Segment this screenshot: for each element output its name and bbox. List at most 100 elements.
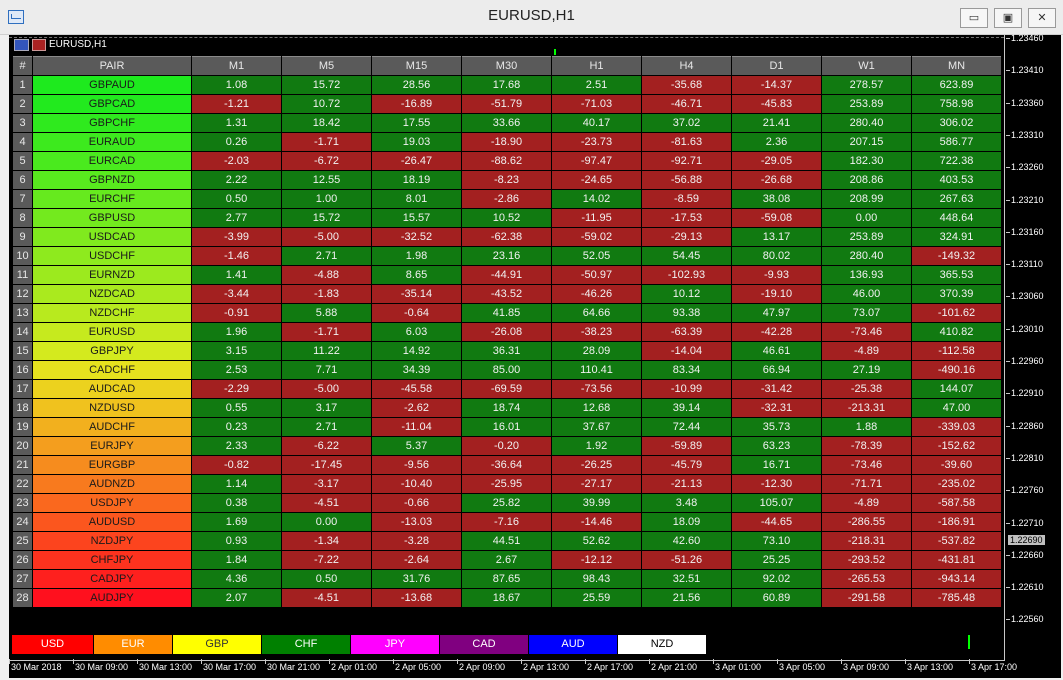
value-cell: -50.97 bbox=[552, 266, 641, 284]
value-cell: 1.08 bbox=[192, 76, 281, 94]
col-header-h1: H1 bbox=[552, 56, 641, 75]
row-index: 7 bbox=[13, 190, 32, 208]
col-header-index: # bbox=[13, 56, 32, 75]
value-cell: 8.01 bbox=[372, 190, 461, 208]
time-tick-label: 30 Mar 17:00 bbox=[200, 659, 257, 672]
value-cell: -35.14 bbox=[372, 285, 461, 303]
value-cell: -46.26 bbox=[552, 285, 641, 303]
value-cell: 17.68 bbox=[462, 76, 551, 94]
time-tick-label: 30 Mar 2018 bbox=[9, 659, 62, 672]
value-cell: 136.93 bbox=[822, 266, 911, 284]
value-cell: 2.33 bbox=[192, 437, 281, 455]
value-cell: -73.56 bbox=[552, 380, 641, 398]
chart-area[interactable]: EURUSD,H1 # PAIR M1 M5 M15 M30 H1 H4 D1 W1 MN 1 GBP… bbox=[9, 33, 1061, 678]
pair-cell: CADCHF bbox=[33, 361, 191, 379]
value-cell: 623.89 bbox=[912, 76, 1001, 94]
minimize-button[interactable]: ▭ bbox=[960, 8, 988, 28]
value-cell: 14.92 bbox=[372, 342, 461, 360]
window-titlebar: EURUSD,H1 ▭ ▣ ✕ bbox=[0, 0, 1063, 35]
value-cell: 23.16 bbox=[462, 247, 551, 265]
value-cell: 0.50 bbox=[192, 190, 281, 208]
row-index: 23 bbox=[13, 494, 32, 512]
value-cell: -51.26 bbox=[642, 551, 731, 569]
value-cell: -38.23 bbox=[552, 323, 641, 341]
value-cell: 0.38 bbox=[192, 494, 281, 512]
pair-cell: GBPJPY bbox=[33, 342, 191, 360]
value-cell: 64.66 bbox=[552, 304, 641, 322]
pair-cell: USDCAD bbox=[33, 228, 191, 246]
value-cell: -1.34 bbox=[282, 532, 371, 550]
price-tick-label: 1.23060 bbox=[1006, 291, 1044, 302]
price-tick-label: 1.23210 bbox=[1006, 194, 1044, 205]
value-cell: 253.89 bbox=[822, 228, 911, 246]
value-cell: -71.71 bbox=[822, 475, 911, 493]
close-button[interactable]: ✕ bbox=[1028, 8, 1056, 28]
row-index: 20 bbox=[13, 437, 32, 455]
value-cell: 34.39 bbox=[372, 361, 461, 379]
row-index: 21 bbox=[13, 456, 32, 474]
value-cell: -102.93 bbox=[642, 266, 731, 284]
value-cell: -4.88 bbox=[282, 266, 371, 284]
pair-cell: AUDCHF bbox=[33, 418, 191, 436]
value-cell: 1.31 bbox=[192, 114, 281, 132]
value-cell: -235.02 bbox=[912, 475, 1001, 493]
value-cell: -45.58 bbox=[372, 380, 461, 398]
value-cell: -1.46 bbox=[192, 247, 281, 265]
table-row: 27 CADJPY 4.36 0.50 31.76 87.65 98.43 32.51 92.0… bbox=[13, 570, 1001, 588]
value-cell: 1.92 bbox=[552, 437, 641, 455]
value-cell: 18.74 bbox=[462, 399, 551, 417]
value-cell: 83.34 bbox=[642, 361, 731, 379]
value-cell: -71.03 bbox=[552, 95, 641, 113]
time-tick-label: 3 Apr 05:00 bbox=[776, 659, 826, 672]
value-cell: -31.42 bbox=[732, 380, 821, 398]
value-cell: -10.99 bbox=[642, 380, 731, 398]
price-tick-label: 1.23260 bbox=[1006, 162, 1044, 173]
value-cell: -7.22 bbox=[282, 551, 371, 569]
table-header-row: # PAIR M1 M5 M15 M30 H1 H4 D1 W1 MN bbox=[13, 56, 1001, 75]
value-cell: -2.29 bbox=[192, 380, 281, 398]
table-row: 15 GBPJPY 3.15 11.22 14.92 36.31 28.09 -14.04 46… bbox=[13, 342, 1001, 360]
value-cell: 14.02 bbox=[552, 190, 641, 208]
col-header-h4: H4 bbox=[642, 56, 731, 75]
value-cell: 306.02 bbox=[912, 114, 1001, 132]
value-cell: -4.51 bbox=[282, 589, 371, 607]
value-cell: 2.71 bbox=[282, 418, 371, 436]
table-body: 1 GBPAUD 1.08 15.72 28.56 17.68 2.51 -35.68 -14.… bbox=[13, 76, 1001, 607]
value-cell: 98.43 bbox=[552, 570, 641, 588]
value-cell: 15.57 bbox=[372, 209, 461, 227]
value-cell: -92.71 bbox=[642, 152, 731, 170]
time-tick-label: 3 Apr 01:00 bbox=[712, 659, 762, 672]
value-cell: 15.72 bbox=[282, 76, 371, 94]
time-tick-label: 2 Apr 21:00 bbox=[648, 659, 698, 672]
currency-chip-jpy: JPY bbox=[351, 635, 439, 654]
pair-cell: USDCHF bbox=[33, 247, 191, 265]
value-cell: 1.84 bbox=[192, 551, 281, 569]
pair-cell: USDJPY bbox=[33, 494, 191, 512]
restore-button[interactable]: ▣ bbox=[994, 8, 1022, 28]
price-tick-label: 1.23110 bbox=[1006, 259, 1043, 270]
value-cell: -78.39 bbox=[822, 437, 911, 455]
value-cell: -4.51 bbox=[282, 494, 371, 512]
pair-cell: NZDUSD bbox=[33, 399, 191, 417]
col-header-m30: M30 bbox=[462, 56, 551, 75]
value-cell: -24.65 bbox=[552, 171, 641, 189]
table-row: 23 USDJPY 0.38 -4.51 -0.66 25.82 39.99 3.48 105.… bbox=[13, 494, 1001, 512]
value-cell: -12.30 bbox=[732, 475, 821, 493]
value-cell: 586.77 bbox=[912, 133, 1001, 151]
price-tick-label: 1.23010 bbox=[1006, 323, 1044, 334]
value-cell: -63.39 bbox=[642, 323, 731, 341]
value-cell: -785.48 bbox=[912, 589, 1001, 607]
value-cell: 110.41 bbox=[552, 361, 641, 379]
value-cell: -44.65 bbox=[732, 513, 821, 531]
value-cell: 18.19 bbox=[372, 171, 461, 189]
value-cell: 722.38 bbox=[912, 152, 1001, 170]
value-cell: -3.17 bbox=[282, 475, 371, 493]
value-cell: 1.41 bbox=[192, 266, 281, 284]
value-cell: 32.51 bbox=[642, 570, 731, 588]
value-cell: 37.67 bbox=[552, 418, 641, 436]
value-cell: 21.41 bbox=[732, 114, 821, 132]
value-cell: -149.32 bbox=[912, 247, 1001, 265]
value-cell: 41.85 bbox=[462, 304, 551, 322]
currency-strength-table: # PAIR M1 M5 M15 M30 H1 H4 D1 W1 MN 1 GBPAUD 1.08 15.… bbox=[12, 55, 1002, 608]
row-index: 11 bbox=[13, 266, 32, 284]
